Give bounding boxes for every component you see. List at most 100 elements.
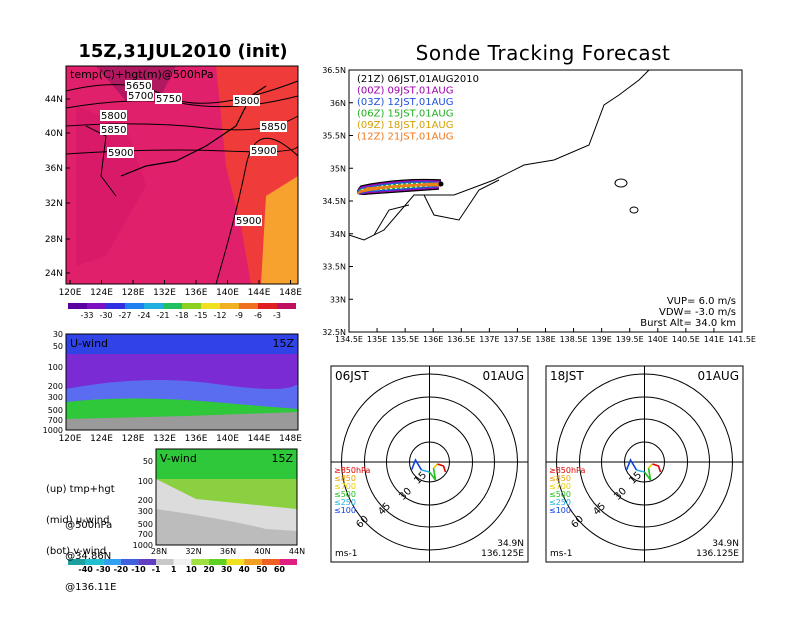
colorbar-label: 10 — [186, 565, 198, 574]
note-up-line1: (up) tmp+hgt — [46, 484, 115, 495]
hodograph-unit: ms-1 — [550, 549, 572, 559]
contour-label: 5850 — [261, 122, 286, 133]
temp-colorbar: -33 -30 -27 -24 -21 -18 -15 -12 -9 -6 -3 — [68, 303, 296, 320]
lon-tick-label: 138.5E — [560, 335, 588, 344]
hodograph-date: 01AUG — [697, 369, 739, 383]
run-legend-entry: (21Z) 06JST,01AUG2010 — [357, 74, 479, 85]
level-legend-entry: ≤850 — [334, 474, 356, 483]
pressure-tick-label: 200 — [48, 382, 63, 391]
colorbar-swatch — [191, 559, 209, 565]
uwind-frame — [65, 333, 299, 431]
colorbar-label: -15 — [194, 311, 207, 320]
contour-label-box — [100, 110, 127, 121]
hodograph-time: 18JST — [550, 369, 584, 383]
note-bot-line1: (bot) v-wind — [46, 546, 107, 557]
lon-tick-label: 135E — [367, 335, 387, 344]
lon-tick-label: 141E — [704, 335, 724, 344]
pressure-tick-label: 1000 — [133, 541, 153, 550]
pressure-tick-label: 100 — [138, 477, 153, 486]
temp-map-label: temp(C)+hgt(m)@500hPa — [70, 68, 214, 81]
temp-field-cool — [76, 106, 146, 266]
colorbar-label: -30 — [99, 311, 112, 320]
ascent-param: VUP= 6.0 m/s — [667, 296, 736, 307]
lon-tick-label: 128E — [122, 434, 145, 444]
hodograph-trace — [432, 463, 439, 469]
colorbar-swatch — [239, 303, 258, 309]
contour-label: 5900 — [251, 146, 276, 157]
lat-tick-label: 36N — [45, 164, 63, 174]
lat-tick-label: 35N — [330, 164, 346, 173]
lon-tick-label: 135.5E — [391, 335, 419, 344]
sonde-track — [356, 182, 442, 195]
uwind-label: U-wind — [70, 337, 108, 350]
level-legend-entry: ≤100 — [334, 506, 356, 515]
left-panel-title: 15Z,31JUL2010 (init) — [78, 41, 288, 62]
level-legend-entry: ≤100 — [549, 506, 571, 515]
sonde-track — [356, 181, 442, 194]
colorbar-swatch — [125, 303, 144, 309]
colorbar-swatch — [261, 559, 280, 565]
lat-tick-label: 28N — [45, 235, 63, 245]
hodograph-trace — [652, 463, 662, 473]
colorbar-label: 60 — [274, 565, 286, 574]
ascent-param: VDW= -3.0 m/s — [659, 307, 736, 318]
note-mid-line2: @34.86N — [46, 551, 112, 562]
colorbar-label: 20 — [203, 565, 215, 574]
lon-tick-label: 139E — [591, 335, 611, 344]
colorbar-label: -10 — [131, 565, 146, 574]
colorbar-label: 50 — [256, 565, 268, 574]
colorbar-swatch — [173, 559, 192, 565]
lon-tick-label: 136.5E — [447, 335, 475, 344]
note-up-line2: @500hPa — [46, 520, 113, 531]
temp-map-frame — [65, 65, 299, 285]
lon-tick-label: 124E — [90, 434, 113, 444]
level-legend-entry: ≤500 — [549, 490, 571, 499]
coastline — [348, 69, 650, 241]
lon-tick-label: 138E — [535, 335, 555, 344]
hodograph-lat: 34.9N — [712, 539, 739, 549]
lat-tick-label: 33.5N — [322, 263, 346, 272]
lat-tick-label: 40N — [45, 129, 63, 139]
track-map-panel: (21Z) 06JST,01AUG2010(00Z) 09JST,01AUG(0… — [322, 66, 756, 344]
uwind-terrain — [66, 412, 298, 430]
pressure-tick-label: 50 — [53, 342, 63, 351]
colorbar-swatch — [87, 303, 106, 309]
lat-tick-label: 28N — [151, 547, 167, 556]
colorbar-label: -12 — [213, 311, 226, 320]
colorbar-swatch — [182, 303, 201, 309]
pressure-tick-label: 300 — [138, 507, 153, 516]
hodograph-trace — [437, 463, 447, 473]
pressure-tick-label: 1000 — [43, 426, 63, 435]
hodograph-trace — [643, 467, 652, 481]
colorbar-label: -27 — [118, 311, 131, 320]
hodograph-trace — [428, 467, 437, 481]
island — [629, 206, 639, 214]
pressure-tick-label: 300 — [48, 393, 63, 402]
lon-tick-label: 140E — [216, 288, 239, 298]
lat-tick-label: 34.5N — [322, 197, 346, 206]
colorbar-label: -3 — [273, 311, 281, 320]
colorbar-swatch — [106, 303, 125, 309]
colorbar-label: -18 — [175, 311, 188, 320]
run-legend-entry: (03Z) 12JST,01AUG — [357, 97, 454, 108]
level-legend-entry: ≥850hPa — [549, 466, 586, 475]
colorbar-swatch — [138, 559, 157, 565]
level-legend-entry: ≥850hPa — [334, 466, 371, 475]
hodograph-lon: 136.125E — [696, 549, 739, 559]
pressure-tick-label: 50 — [143, 457, 153, 466]
hodograph-date: 01AUG — [482, 369, 524, 383]
vwind-label: V-wind — [160, 452, 197, 465]
lat-tick-label: 32N — [45, 199, 63, 209]
lat-tick-label: 36.5N — [322, 66, 346, 75]
track-map-frame — [348, 69, 743, 333]
lon-tick-label: 124E — [90, 288, 113, 298]
contour-label-box — [260, 121, 287, 132]
uwind-field-top — [66, 334, 298, 354]
hodograph-unit: ms-1 — [335, 549, 357, 559]
contour-label: 5850 — [101, 125, 126, 136]
pressure-tick-label: 700 — [48, 416, 63, 425]
colorbar-label: -6 — [254, 311, 262, 320]
legend-note-up: (up) tmp+hgt @500hPa — [46, 460, 115, 556]
lon-tick-label: 120E — [59, 434, 82, 444]
